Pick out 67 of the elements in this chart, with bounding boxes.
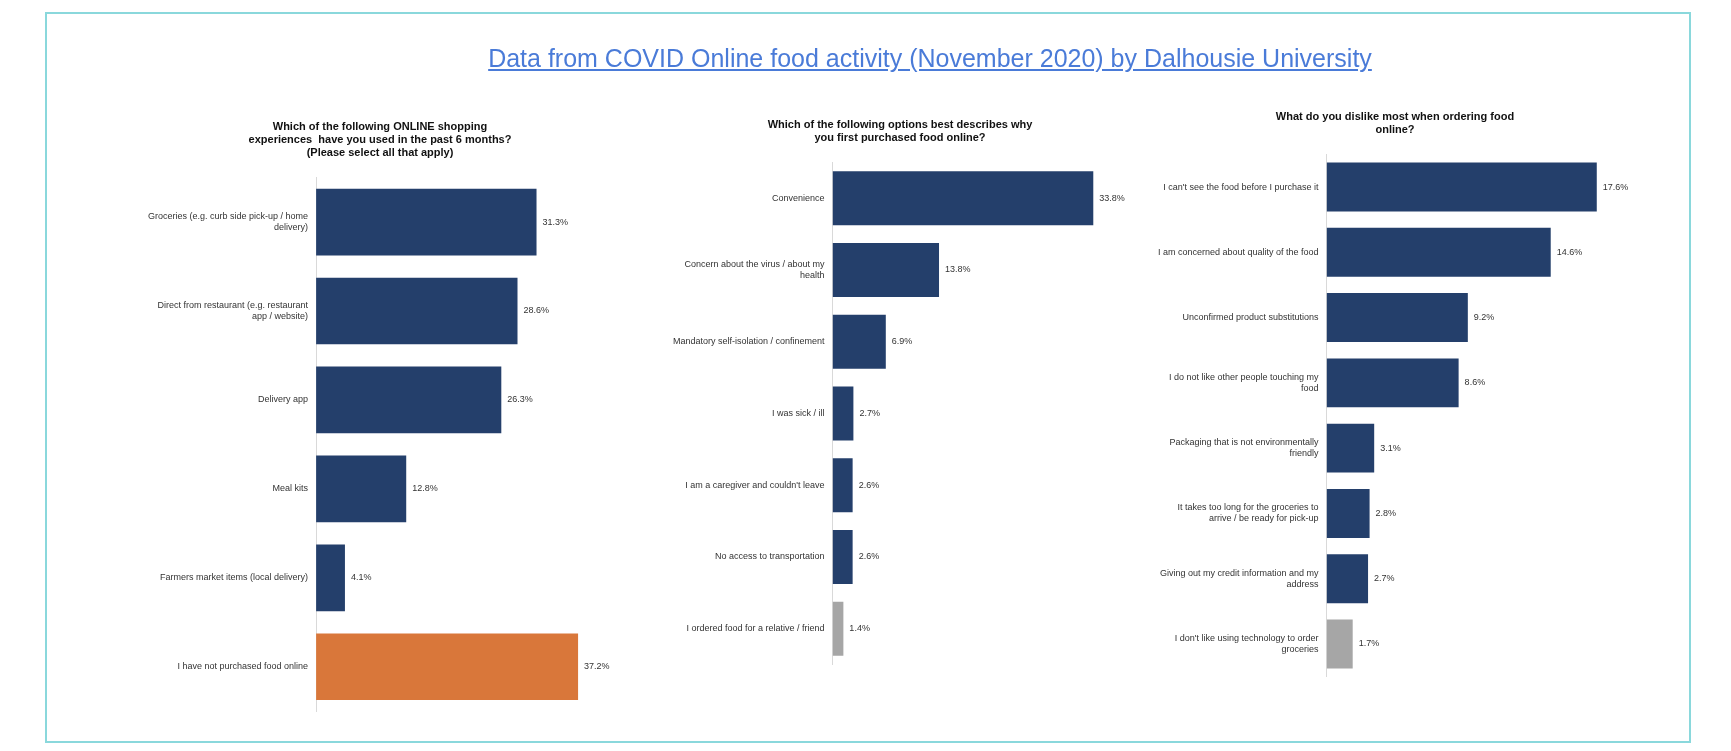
bar (1326, 423, 1375, 473)
data-label: 13.8% (945, 264, 971, 275)
y-tick-label: Groceries (e.g. curb side pick-up / home delivery) (147, 211, 309, 232)
data-label: 31.3% (542, 216, 569, 227)
text: Data from COVID Online food activity (November 2020) by Dalhousie University (487, 44, 1373, 73)
data-label: 2.6% (858, 551, 880, 562)
bar (1326, 619, 1353, 669)
y-tick-label: I have not purchased food online (177, 661, 309, 672)
data-label: 2.6% (858, 479, 880, 490)
y-tick-label: No access to transportation (715, 551, 825, 562)
y-tick-label: I don't like using technology to order groceries (1174, 633, 1320, 654)
chart-title: Which of the following options best describes why you first purchased food online? (767, 117, 1034, 143)
data-label: 2.7% (859, 407, 880, 418)
bar (832, 458, 853, 513)
y-tick-label: Delivery app (258, 394, 309, 405)
chart-title: What do you dislike most when ordering food online? (1275, 109, 1515, 135)
data-label: 8.6% (1464, 377, 1486, 388)
bar (316, 455, 407, 523)
data-label: 2.7% (1374, 573, 1395, 584)
chart-title: Which of the following ONLINE shopping experiences have you used in the past 6 months? (Please select all that apply) (248, 119, 512, 159)
bar (316, 188, 537, 256)
y-tick-label: Unconfirmed product substitutions (1182, 312, 1320, 323)
data-label: 1.7% (1358, 638, 1380, 649)
bar (1326, 293, 1468, 343)
data-label: 1.4% (849, 623, 870, 634)
bar (316, 633, 579, 701)
y-tick-label: I was sick / ill (772, 407, 825, 418)
bar (832, 171, 1094, 226)
data-label: 12.8% (412, 483, 438, 494)
y-tick-label: I am a caregiver and couldn't leave (685, 479, 825, 490)
data-label: 2.8% (1375, 507, 1397, 518)
bar (316, 277, 518, 345)
y-tick-label: Concern about the virus / about my health (684, 259, 826, 280)
y-tick-label: Mandatory self-isolation / confinement (673, 336, 826, 347)
bar (316, 366, 502, 434)
bar (832, 243, 940, 297)
y-tick-label: I am concerned about quality of the food (1158, 246, 1319, 257)
bar (832, 314, 886, 369)
bar (832, 386, 854, 441)
y-tick-label: Convenience (772, 192, 825, 203)
y-tick-label: I do not like other people touching my food (1169, 371, 1320, 393)
y-tick-label: I can't see the food before I purchase it (1163, 181, 1320, 192)
data-label: 17.6% (1602, 181, 1629, 192)
y-tick-label: Farmers market items (local delivery) (160, 572, 309, 583)
y-tick-label: Direct from restaurant (e.g. restaurant app / website) (157, 300, 309, 321)
bar (1326, 227, 1551, 277)
bar (832, 530, 853, 584)
y-tick-label: Meal kits (272, 483, 309, 494)
y-tick-label: I ordered food for a relative / friend (686, 623, 825, 634)
data-label: 3.1% (1380, 442, 1401, 453)
data-label: 26.3% (507, 394, 533, 405)
data-label: 14.6% (1556, 246, 1583, 257)
bar (832, 601, 844, 656)
bar (1326, 358, 1459, 408)
data-label: 33.8% (1099, 192, 1125, 203)
y-tick-label: Giving out my credit information and my address (1160, 567, 1320, 589)
data-label: 6.9% (891, 336, 913, 347)
bar (1326, 488, 1370, 538)
bar (316, 544, 345, 612)
y-tick-label: It takes too long for the groceries to arrive / be ready for pick-up (1177, 502, 1319, 524)
data-label: 28.6% (523, 305, 550, 316)
data-label: 4.1% (350, 572, 372, 583)
bar (1326, 554, 1369, 604)
data-label: 37.2% (584, 661, 610, 672)
bar (1326, 162, 1597, 212)
y-tick-label: Packaging that is not environmentally friendly (1169, 437, 1320, 459)
data-label: 9.2% (1473, 312, 1495, 323)
